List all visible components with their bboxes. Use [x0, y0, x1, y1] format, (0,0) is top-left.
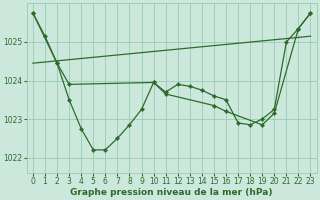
X-axis label: Graphe pression niveau de la mer (hPa): Graphe pression niveau de la mer (hPa)	[70, 188, 273, 197]
